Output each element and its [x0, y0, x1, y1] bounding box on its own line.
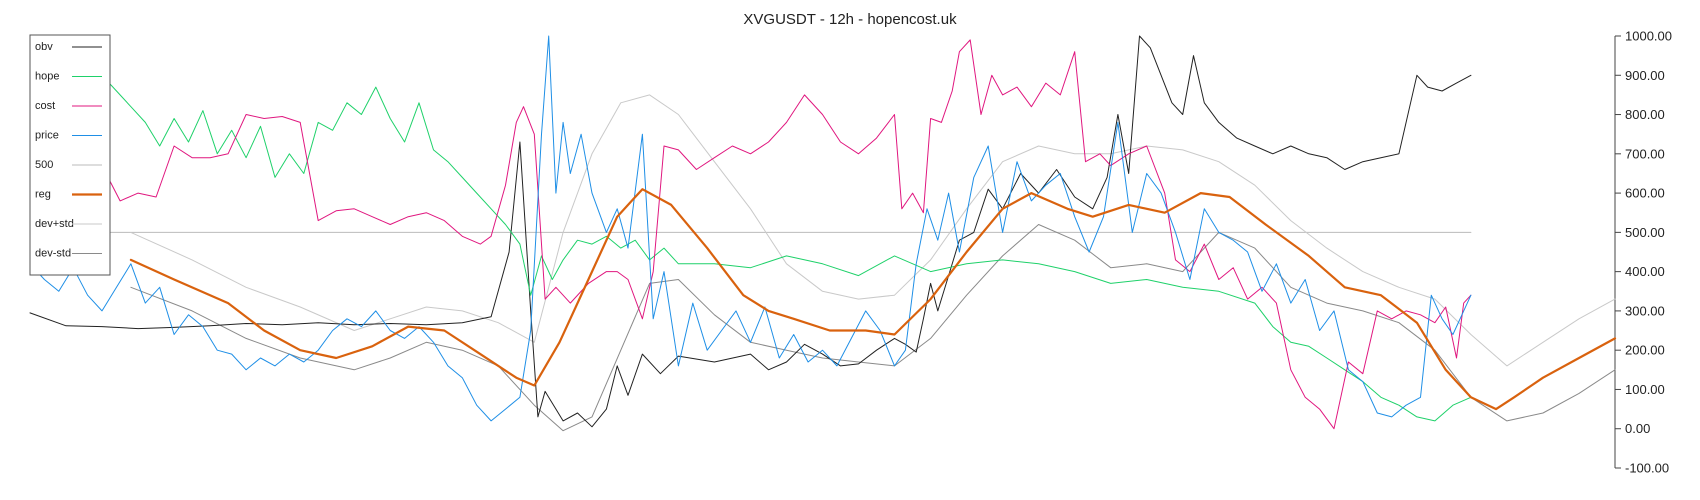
legend-label: price — [35, 130, 59, 142]
y-tick-label: 700.00 — [1625, 146, 1665, 161]
legend-label: 500 — [35, 159, 53, 171]
legend-label: obv — [35, 41, 53, 53]
legend-label: cost — [35, 100, 55, 112]
y-tick-label: 400.00 — [1625, 264, 1665, 279]
y-tick-label: 500.00 — [1625, 225, 1665, 240]
y-tick-label: 600.00 — [1625, 186, 1665, 201]
y-tick-label: 200.00 — [1625, 343, 1665, 358]
series-line-dev-std — [130, 94, 1616, 367]
legend-box — [29, 34, 111, 276]
y-tick-label: 0.00 — [1625, 421, 1650, 436]
y-tick-label: 800.00 — [1625, 107, 1665, 122]
legend-label: dev+std — [35, 218, 74, 230]
series-line-dev-std — [130, 224, 1616, 432]
series-line-hope — [29, 51, 1472, 422]
series-line-obv — [29, 35, 1472, 428]
y-tick-label: 900.00 — [1625, 68, 1665, 83]
y-axis: -100.00 0.00 100.00 200.00 300.00 400.00 500.0… — [1614, 29, 1672, 476]
y-tick-label: 300.00 — [1625, 303, 1665, 318]
series-line-reg — [129, 188, 1617, 411]
legend: obv hope cost price 500 reg dev+std dev-std — [29, 34, 111, 276]
legend-label: reg — [35, 189, 51, 201]
y-tick-label: -100.00 — [1625, 461, 1669, 476]
legend-label: dev-std — [35, 248, 71, 260]
legend-label: hope — [35, 71, 59, 83]
series-line-price — [29, 35, 1472, 422]
series-line-cost — [29, 39, 1472, 430]
chart-title: XVGUSDT - 12h - hopencost.uk — [743, 11, 957, 28]
series-group — [29, 35, 1617, 432]
y-tick-label: 100.00 — [1625, 382, 1665, 397]
y-tick-label: 1000.00 — [1625, 29, 1672, 44]
